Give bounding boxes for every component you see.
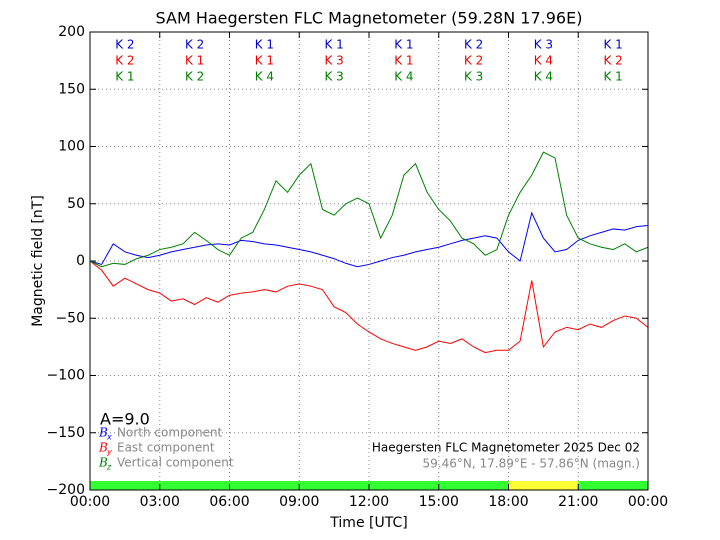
- k-index: K 1: [185, 54, 204, 68]
- data-line: [89, 151, 649, 268]
- y-tick-label: 150: [58, 81, 85, 97]
- y-tick-label: −200: [47, 482, 85, 498]
- status-segment: [508, 481, 579, 490]
- k-index: K 1: [394, 38, 413, 52]
- k-index: K 1: [324, 38, 343, 52]
- y-axis-label: Magnetic field [nT]: [30, 195, 46, 327]
- y-tick-label: −150: [47, 425, 85, 441]
- x-tick-label: 15:00: [419, 494, 459, 510]
- y-tick-label: 50: [67, 196, 85, 212]
- k-index: K 4: [534, 70, 553, 84]
- y-tick-label: 0: [76, 253, 85, 269]
- legend-subscript: y: [106, 448, 112, 457]
- x-tick-label: 09:00: [279, 494, 319, 510]
- legend-label: East component: [117, 441, 215, 455]
- data-line: [89, 211, 649, 268]
- legend-subscript: x: [106, 433, 112, 442]
- legend-label: North component: [117, 426, 223, 440]
- footnote: Haegersten FLC Magnetometer 2025 Dec 02: [372, 441, 640, 455]
- k-index: K 4: [255, 70, 274, 84]
- chart-title: SAM Haegersten FLC Magnetometer (59.28N …: [156, 9, 583, 28]
- legend-symbol: B: [98, 426, 108, 440]
- x-tick-label: 00:00: [70, 494, 110, 510]
- x-tick-label: 00:00: [628, 494, 668, 510]
- status-segment: [578, 481, 648, 490]
- x-tick-label: 03:00: [140, 494, 180, 510]
- k-index: K 2: [115, 54, 134, 68]
- k-index: K 3: [324, 54, 343, 68]
- k-index: K 2: [464, 54, 483, 68]
- k-index: K 4: [394, 70, 413, 84]
- legend-subscript: z: [106, 463, 112, 472]
- k-index: K 1: [603, 38, 622, 52]
- x-tick-label: 06:00: [209, 494, 249, 510]
- y-tick-label: 200: [58, 24, 85, 40]
- k-index: K 4: [534, 54, 553, 68]
- k-index: K 3: [464, 70, 483, 84]
- k-index: K 2: [185, 70, 204, 84]
- k-index: K 1: [255, 54, 274, 68]
- k-index: K 1: [394, 54, 413, 68]
- k-index: K 1: [255, 38, 274, 52]
- annotation: A=9.0: [100, 410, 150, 429]
- y-tick-label: −50: [55, 310, 85, 326]
- k-index: K 2: [185, 38, 204, 52]
- legend-symbol: B: [98, 441, 108, 455]
- k-index: K 2: [115, 38, 134, 52]
- data-line: [89, 260, 649, 354]
- k-index: K 1: [115, 70, 134, 84]
- y-tick-label: 100: [58, 139, 85, 155]
- legend-symbol: B: [98, 456, 108, 470]
- y-tick-label: −100: [47, 368, 85, 384]
- k-index: K 1: [603, 70, 622, 84]
- k-index: K 2: [464, 38, 483, 52]
- k-index: K 3: [534, 38, 553, 52]
- k-index: K 2: [603, 54, 622, 68]
- k-index: K 3: [324, 70, 343, 84]
- legend-label: Vertical component: [117, 456, 234, 470]
- footnote: 59.46°N, 17.89°E - 57.86°N (magn.): [423, 457, 640, 471]
- x-tick-label: 18:00: [488, 494, 528, 510]
- plot-frame: [89, 31, 649, 491]
- x-axis-label: Time [UTC]: [329, 515, 407, 531]
- x-tick-label: 12:00: [349, 494, 389, 510]
- x-tick-label: 21:00: [558, 494, 598, 510]
